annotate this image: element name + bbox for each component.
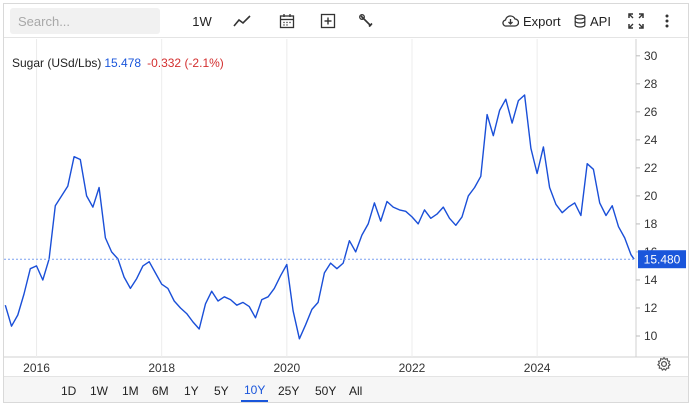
y-tick-label: 14 <box>644 273 658 287</box>
y-tick-label: 28 <box>644 77 658 91</box>
sugar-price-line <box>4 94 635 340</box>
gear-icon <box>657 356 671 371</box>
range-button-50y[interactable]: 50Y <box>315 384 337 398</box>
search-input[interactable] <box>10 8 160 34</box>
chart-widget: 1W <box>3 3 689 403</box>
drawing-tools-button[interactable] <box>355 10 377 32</box>
legend-last-value: 15.478 <box>104 56 142 70</box>
range-button-5y[interactable]: 5Y <box>214 384 229 398</box>
price-tag <box>638 250 686 269</box>
y-tick-label: 30 <box>644 49 658 63</box>
x-tick-label: 2020 <box>273 361 300 375</box>
api-label: API <box>590 13 611 29</box>
legend-change: -0.332 (-2.1%) <box>147 56 224 70</box>
download-icon <box>502 15 519 27</box>
x-tick-label: 2016 <box>23 361 50 375</box>
price-chart[interactable]: 1012141618202224262830 20162018202020222… <box>4 39 688 375</box>
range-selector: 1D 1W 1M 6M 1Y 5Y 10Y 25Y 50Y All <box>4 376 688 402</box>
chart-settings-button[interactable] <box>656 356 672 372</box>
range-button-1d[interactable]: 1D <box>61 384 77 398</box>
x-tick-label: 2018 <box>148 361 175 375</box>
more-button[interactable] <box>660 10 674 32</box>
price-tag-value: 15.480 <box>644 253 681 267</box>
y-tick-label: 10 <box>644 329 658 343</box>
export-button[interactable]: Export <box>502 10 561 32</box>
add-indicator-icon <box>320 13 336 29</box>
x-tick-label: 2024 <box>524 361 551 375</box>
fullscreen-button[interactable] <box>626 10 646 32</box>
y-tick-label: 26 <box>644 105 658 119</box>
x-tick-label: 2022 <box>399 361 426 375</box>
date-range-button[interactable] <box>276 10 298 32</box>
legend-series-name: Sugar (USd/Lbs) <box>12 56 102 70</box>
series-legend: Sugar (USd/Lbs) 15.478 -0.332 (-2.1%) <box>12 56 224 70</box>
range-button-6m[interactable]: 6M <box>152 384 169 398</box>
add-indicator-button[interactable] <box>317 10 339 32</box>
range-button-all[interactable]: All <box>349 384 363 398</box>
calendar-icon <box>279 14 295 29</box>
fullscreen-icon <box>628 13 644 29</box>
range-button-1m[interactable]: 1M <box>122 384 139 398</box>
y-tick-label: 24 <box>644 133 658 147</box>
export-label: Export <box>523 13 561 29</box>
more-icon <box>665 14 669 28</box>
toolbar: 1W <box>4 4 688 38</box>
line-chart-icon <box>233 15 251 27</box>
range-button-10y[interactable]: 10Y <box>241 380 269 402</box>
y-tick-label: 18 <box>644 217 658 231</box>
api-button[interactable]: API <box>574 10 611 32</box>
interval-label: 1W <box>192 13 212 29</box>
y-tick-label: 12 <box>644 301 658 315</box>
drawing-tools-icon <box>359 14 373 28</box>
y-tick-label: 22 <box>644 161 658 175</box>
interval-button[interactable]: 1W <box>191 10 213 32</box>
range-button-1y[interactable]: 1Y <box>184 384 199 398</box>
chart-type-button[interactable] <box>231 10 253 32</box>
range-button-1w[interactable]: 1W <box>90 384 108 398</box>
y-tick-label: 20 <box>644 189 658 203</box>
range-button-25y[interactable]: 25Y <box>278 384 300 398</box>
database-icon <box>574 14 586 28</box>
